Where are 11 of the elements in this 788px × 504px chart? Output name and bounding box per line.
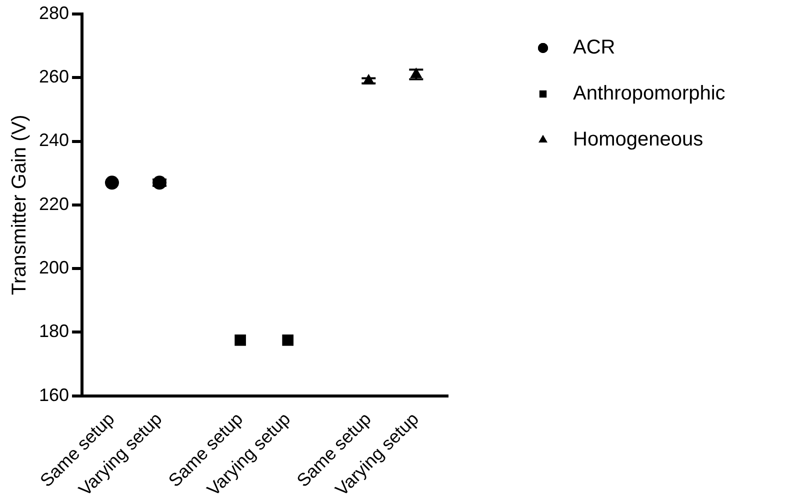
y-tick-label: 180 [38, 321, 70, 342]
y-tick-label: 260 [38, 66, 70, 87]
legend-label: ACR [573, 36, 616, 59]
y-tick-label: 200 [38, 258, 70, 278]
y-tick-label: 240 [38, 130, 70, 150]
legend-label: Homogeneous [573, 128, 704, 151]
y-tick-label: 220 [38, 194, 70, 214]
y-tick-label: 160 [38, 384, 70, 405]
y-axis-title: Transmitter Gain (V) [8, 114, 31, 296]
legend-label: Anthropomorphic [573, 82, 726, 105]
y-tick-label: 280 [38, 2, 70, 23]
